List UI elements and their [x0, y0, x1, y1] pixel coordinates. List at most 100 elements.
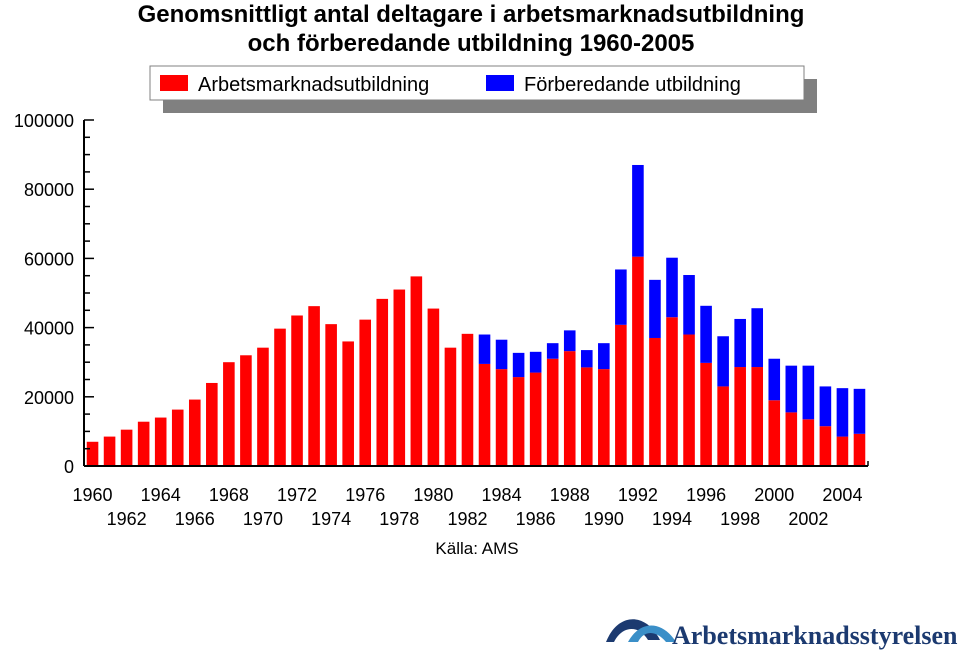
y-tick-label: 20000: [24, 388, 74, 408]
bar-arbetsmarknad-1968: [223, 362, 235, 466]
bar-arbetsmarknad-1992: [632, 256, 644, 466]
x-tick-label: 1978: [379, 509, 419, 529]
bar-forberedande-1988: [563, 330, 576, 352]
legend: Arbetsmarknadsutbildning Förberedande ut…: [149, 65, 817, 113]
x-axis: 1960 1964 1968 1972 1976 1980 1984 1988 1992 1996…: [72, 461, 869, 529]
bar-forberedande-2005: [853, 388, 866, 434]
bar-arbetsmarknad-1978: [393, 289, 406, 466]
legend-label-arbetsmarknadsutbildning: Arbetsmarknadsutbildning: [198, 74, 429, 96]
bar-arbetsmarknad-1969: [240, 355, 252, 466]
bar-arbetsmarknad-1996: [700, 362, 712, 466]
bar-arbetsmarknad-1976: [359, 319, 372, 466]
bar-arbetsmarknad-1970: [257, 347, 269, 466]
bar-forberedande-2000: [768, 358, 781, 401]
bar-arbetsmarknad-1982: [461, 333, 474, 466]
bar-arbetsmarknad-1961: [103, 436, 116, 466]
x-tick-label: 1970: [243, 509, 283, 529]
bar-arbetsmarknad-1990: [598, 369, 610, 466]
bar-forberedande-1983: [478, 334, 491, 364]
bar-arbetsmarknad-2002: [802, 419, 815, 466]
x-tick-label: 1964: [141, 485, 181, 505]
bar-arbetsmarknad-1997: [717, 386, 729, 466]
bar-arbetsmarknad-1963: [137, 421, 150, 466]
bar-arbetsmarknad-2000: [768, 400, 781, 466]
bar-forberedande-1995: [683, 275, 695, 335]
bar-forberedande-1992: [632, 164, 644, 257]
x-tick-label: 1988: [550, 485, 590, 505]
bar-arbetsmarknad-1993: [649, 337, 661, 466]
bar-arbetsmarknad-1975: [342, 341, 354, 466]
x-tick-label: 1974: [311, 509, 351, 529]
bar-arbetsmarknad-2001: [785, 412, 798, 466]
x-tick-label: 1992: [618, 485, 658, 505]
x-tick-label: 1966: [175, 509, 215, 529]
x-tick-label: 1962: [107, 509, 147, 529]
bar-arbetsmarknad-1999: [751, 367, 764, 466]
x-tick-label: 1982: [447, 509, 487, 529]
y-tick-label: 80000: [24, 180, 74, 200]
bar-forberedande-1993: [649, 279, 661, 338]
bar-arbetsmarknad-1962: [120, 429, 133, 466]
legend-label-forberedande: Förberedande utbildning: [524, 74, 741, 96]
y-tick-label: 60000: [24, 249, 74, 269]
chart-title-line2: och förberedande utbildning 1960-2005: [248, 30, 695, 57]
bars: [86, 164, 866, 466]
bar-arbetsmarknad-1989: [580, 367, 593, 466]
bar-arbetsmarknad-2005: [853, 433, 866, 466]
bar-forberedande-1985: [512, 352, 525, 378]
bar-forberedande-1989: [580, 350, 593, 368]
y-axis: 0 20000 40000 60000 80000 100000: [14, 111, 94, 477]
logo-wordmark: Arbetsmarknadsstyrelsen: [672, 621, 958, 650]
bar-arbetsmarknad-1965: [171, 409, 184, 466]
legend-swatch-forberedande: [486, 75, 514, 91]
bar-arbetsmarknad-1967: [206, 382, 218, 466]
y-tick-label: 40000: [24, 319, 74, 339]
legend-box: [149, 65, 805, 101]
bar-forberedande-1998: [734, 318, 746, 368]
x-tick-label: 1984: [482, 485, 522, 505]
bar-arbetsmarknad-1987: [546, 358, 559, 466]
bar-forberedande-1984: [495, 339, 508, 370]
bar-arbetsmarknad-1964: [154, 417, 167, 466]
bar-arbetsmarknad-1966: [188, 399, 201, 466]
bar-arbetsmarknad-1980: [427, 308, 440, 466]
ams-logo: Arbetsmarknadsstyrelsen: [606, 619, 958, 650]
bar-forberedande-1987: [546, 343, 559, 359]
bar-arbetsmarknad-1972: [291, 315, 303, 466]
x-tick-label: 2000: [754, 485, 794, 505]
bar-arbetsmarknad-1960: [86, 441, 99, 466]
x-tick-label: 1986: [516, 509, 556, 529]
bar-forberedande-1999: [751, 308, 764, 368]
bar-arbetsmarknad-1984: [495, 369, 508, 466]
x-tick-label: 1998: [720, 509, 760, 529]
bar-forberedande-1991: [615, 269, 627, 325]
bar-forberedande-2003: [819, 386, 832, 427]
bar-forberedande-2002: [802, 365, 815, 420]
bar-arbetsmarknad-1988: [563, 351, 576, 466]
bar-forberedande-1990: [598, 343, 610, 370]
bar-arbetsmarknad-1986: [529, 372, 542, 466]
bar-arbetsmarknad-1991: [615, 324, 627, 466]
bar-arbetsmarknad-1974: [325, 324, 337, 466]
bar-arbetsmarknad-2004: [836, 436, 849, 466]
bar-arbetsmarknad-1985: [512, 377, 525, 466]
bar-forberedande-1994: [666, 257, 678, 318]
bar-forberedande-2001: [785, 365, 798, 413]
bar-arbetsmarknad-1973: [308, 306, 320, 466]
bar-forberedande-1997: [717, 336, 729, 387]
bar-arbetsmarknad-1971: [274, 328, 286, 466]
bar-arbetsmarknad-1994: [666, 317, 678, 466]
x-tick-label: 1980: [413, 485, 453, 505]
wave-logo-icon: [606, 619, 676, 642]
x-tick-label: 1972: [277, 485, 317, 505]
x-tick-label: 1960: [72, 485, 112, 505]
legend-swatch-arbetsmarknadsutbildning: [160, 75, 188, 91]
x-tick-label: 1968: [209, 485, 249, 505]
x-tick-label: 1990: [584, 509, 624, 529]
x-tick-label: 1996: [686, 485, 726, 505]
x-tick-label: 1994: [652, 509, 692, 529]
bar-arbetsmarknad-1981: [444, 347, 457, 466]
bar-arbetsmarknad-2003: [819, 426, 832, 466]
bar-arbetsmarknad-1977: [376, 298, 389, 466]
